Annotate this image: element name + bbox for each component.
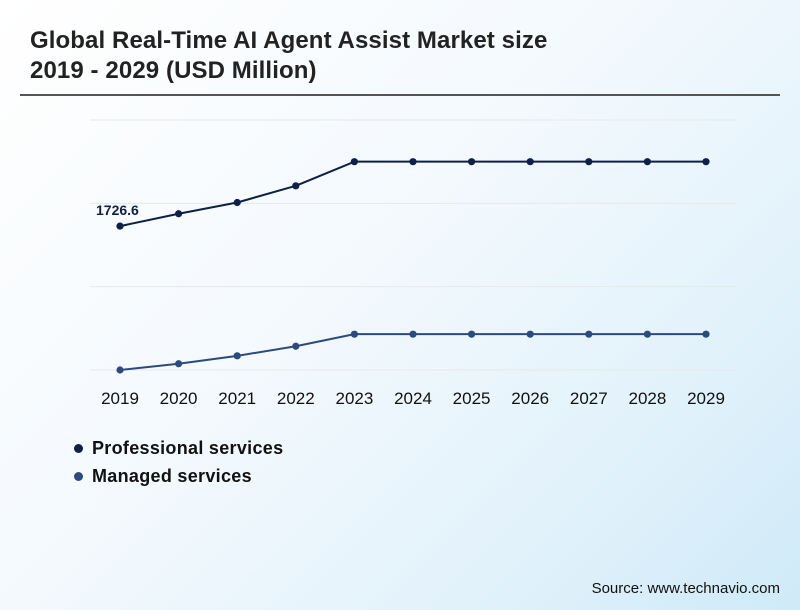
x-tick-label: 2023 [335,389,373,408]
legend-marker-professional-services [74,443,83,453]
data-point [468,330,476,338]
data-point [702,330,710,338]
data-point [409,330,417,338]
chart-title: Global Real-Time AI Agent Assist Market … [30,26,547,86]
data-point [175,210,183,218]
data-point [702,158,710,166]
data-point [468,158,476,166]
x-tick-label: 2021 [218,389,256,408]
x-tick-label: 2027 [570,389,608,408]
data-point [409,158,417,166]
x-tick-label: 2022 [277,389,315,408]
x-tick-label: 2019 [101,389,139,408]
legend-label-managed-services: Managed services [92,465,252,486]
data-label: 1726.6 [96,202,139,218]
data-point [643,330,652,338]
x-tick-label: 2025 [453,389,491,408]
source-note: Source: www.technavio.com [591,580,780,597]
legend-label-professional-services: Professional services [92,437,284,458]
data-point [526,158,534,166]
data-point [350,158,358,166]
data-point [116,366,124,374]
data-point [526,330,534,338]
x-tick-label: 2024 [394,389,432,408]
data-point [643,158,652,166]
x-tick-label: 2026 [511,389,549,408]
legend: Professional services Managed services [74,434,283,490]
series-line-managed-services [119,333,706,371]
legend-item-professional-services: Professional services [74,434,283,462]
data-point [175,360,183,368]
legend-item-managed-services: Managed services [74,462,283,490]
data-point [233,198,241,207]
series-line-professional-services [119,160,706,228]
legend-marker-managed-services [74,471,83,481]
chart-title-line-1: Global Real-Time AI Agent Assist Market … [30,27,548,54]
data-point [233,352,241,360]
data-point [585,158,593,166]
data-point [350,330,358,338]
data-point [116,222,124,230]
data-point [292,182,300,190]
x-tick-label: 2020 [160,389,198,408]
title-divider [20,94,780,96]
x-tick-label: 2029 [687,389,725,408]
chart-title-line-2: 2019 - 2029 (USD Million) [30,57,317,84]
x-tick-label: 2028 [628,389,666,408]
data-point [292,342,300,350]
data-point [585,330,593,338]
